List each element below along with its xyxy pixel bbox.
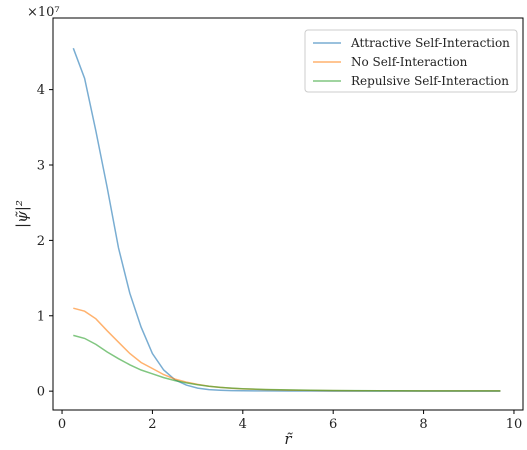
series-line-2 bbox=[73, 334, 501, 392]
legend-label-0: Attractive Self-Interaction bbox=[350, 36, 510, 50]
legend: Attractive Self-Interaction No Self-Inter… bbox=[304, 29, 518, 93]
x-axis-ticks: 0 2 4 6 8 10 bbox=[58, 410, 522, 432]
y-axis-label: |ψ̃|² bbox=[13, 200, 31, 228]
x-tick-label: 0 bbox=[58, 417, 66, 432]
x-tick-label: 6 bbox=[329, 417, 337, 432]
y-tick-label: 2 bbox=[37, 234, 45, 249]
legend-label-2: Repulsive Self-Interaction bbox=[351, 74, 509, 88]
legend-label-1: No Self-Interaction bbox=[351, 55, 468, 69]
y-axis-ticks: 0 1 2 3 4 bbox=[37, 83, 53, 400]
x-axis-label: r̃ bbox=[284, 430, 293, 448]
y-multiplier-label: ×10⁷ bbox=[27, 5, 60, 20]
series-line-1 bbox=[73, 307, 501, 392]
plot-frame bbox=[52, 17, 524, 411]
y-tick-label: 4 bbox=[37, 83, 45, 98]
x-tick-label: 10 bbox=[506, 417, 523, 432]
y-tick-label: 1 bbox=[37, 309, 45, 324]
x-tick-label: 8 bbox=[419, 417, 427, 432]
plot-area bbox=[72, 47, 501, 392]
y-tick-label: 0 bbox=[37, 385, 45, 400]
legend-box bbox=[304, 29, 518, 93]
y-tick-label: 3 bbox=[37, 159, 45, 174]
x-tick-label: 2 bbox=[148, 417, 156, 432]
series-line-0 bbox=[72, 47, 501, 392]
x-tick-label: 4 bbox=[239, 417, 247, 432]
